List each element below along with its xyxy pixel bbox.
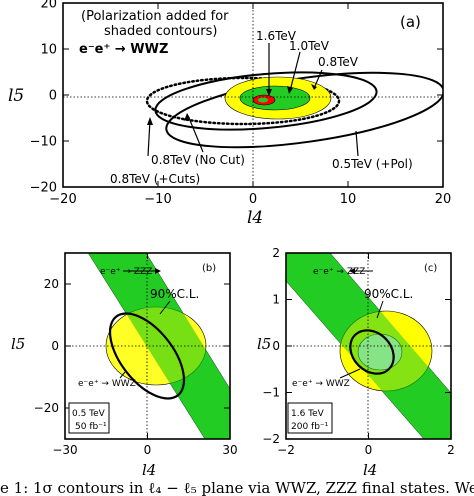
legend-lumi-b: 50 fb⁻¹ xyxy=(75,422,107,432)
contour-0.8tev-cuts xyxy=(145,76,341,126)
y-tick-label: −20 xyxy=(30,181,57,196)
label-cl90-c: 90%C.L. xyxy=(364,287,413,301)
label-zzz-c: e⁻e⁺ → ZZZ xyxy=(313,267,365,277)
process-label-a: e⁻e⁺ → WWZ xyxy=(79,42,168,57)
y-tick-label: 0 xyxy=(51,339,59,353)
y-tick-label: 0 xyxy=(272,339,280,353)
panel-label-c: (c) xyxy=(424,263,437,274)
annotation-arrows-a xyxy=(147,43,359,157)
legend-energy-b: 0.5 TeV xyxy=(72,409,106,419)
arrowhead-c-zzz xyxy=(349,268,355,274)
contour-0.5tev-pol xyxy=(165,71,443,149)
ylabel-b: l5 xyxy=(11,335,25,353)
ticks-b: −30 0 30 20 0 −20 xyxy=(34,253,238,457)
note-line-2: shaded contours) xyxy=(104,24,217,39)
x-tick-label: 0 xyxy=(249,192,257,207)
x-tick-label: 2 xyxy=(447,443,455,457)
contour-1.6tev-inner xyxy=(258,97,268,103)
xlabel-a: l4 xyxy=(247,208,263,228)
arrowheads-a xyxy=(147,84,317,125)
arrowhead-b-zzz xyxy=(155,268,161,274)
ticks-c: −2 0 2 2 1 0 −1 −2 xyxy=(262,246,455,457)
panel-b: −30 0 30 20 0 −20 e⁻e⁺ → ZZZ 90%C.L. e⁻e⁺ → W… xyxy=(11,252,238,478)
zzz-band-c-overlay xyxy=(286,253,451,439)
x-tick-label: 30 xyxy=(222,443,237,457)
x-tick-label: 0 xyxy=(365,443,373,457)
y-tick-label: −10 xyxy=(30,135,57,150)
arrows-c xyxy=(339,270,384,379)
y-tick-label: −1 xyxy=(262,386,280,400)
zzz-band-b-overlay xyxy=(65,253,230,439)
ylabel-a: l5 xyxy=(8,86,24,106)
legend-box-c xyxy=(287,402,333,434)
panel-a: −20 −10 0 10 20 20 10 0 −10 −20 (Polarization add… xyxy=(8,0,451,228)
x-tick-label: −10 xyxy=(144,192,171,207)
y-tick-label: 1 xyxy=(272,293,280,307)
arrows-b xyxy=(119,270,171,379)
x-tick-label: 20 xyxy=(435,192,452,207)
y-tick-label: 2 xyxy=(272,246,280,260)
contour-1.0tev-shaded xyxy=(239,85,311,111)
y-tick-label: 0 xyxy=(49,89,57,104)
ylabel-c: l5 xyxy=(257,335,271,353)
figure-caption: e 1: 1σ contours in ℓ₄ − ℓ₅ plane via WW… xyxy=(0,481,474,496)
x-tick-label: 0 xyxy=(144,443,152,457)
y-tick-label: −2 xyxy=(262,432,280,446)
y-tick-label: 20 xyxy=(44,277,59,291)
annotation-1.6tev: 1.6TeV xyxy=(256,29,297,43)
annotation-0.8tev: 0.8TeV xyxy=(318,55,359,69)
label-cl90-b: 90%C.L. xyxy=(150,287,199,301)
note-line-1: (Polarization added for xyxy=(81,9,229,24)
legend-energy-c: 1.6 TeV xyxy=(291,409,325,419)
cl90-contour-c xyxy=(349,329,395,375)
y-tick-label: 10 xyxy=(40,43,57,58)
x-tick-label: −20 xyxy=(49,192,76,207)
xlabel-c: l4 xyxy=(363,461,377,478)
y-tick-label: 20 xyxy=(40,0,57,12)
annotation-0.5tev-pol: 0.5TeV (+Pol) xyxy=(332,157,413,171)
legend-box-b xyxy=(68,402,110,434)
legend-lumi-c: 200 fb⁻¹ xyxy=(291,422,329,432)
ticks-a: −20 −10 0 10 20 20 10 0 −10 −20 xyxy=(30,0,452,207)
panel-label-a: (a) xyxy=(400,13,421,31)
x-tick-label: −30 xyxy=(52,443,77,457)
annotation-1.0tev: 1.0TeV xyxy=(289,39,330,53)
panel-c: −2 0 2 2 1 0 −1 −2 e⁻e⁺ → ZZZ 90%C.L. e⁻e⁺ → WW… xyxy=(257,246,455,478)
cl90-contour-b xyxy=(108,312,186,400)
label-wwz-b: e⁻e⁺ → WWZ xyxy=(78,379,136,389)
annotation-0.8tev-nocut: 0.8TeV (No Cut) xyxy=(151,153,245,167)
x-tick-label: −2 xyxy=(277,443,295,457)
xlabel-b: l4 xyxy=(142,461,156,478)
annotation-0.8tev-cuts: 0.8TeV (+Cuts) xyxy=(110,172,200,186)
panel-label-b: (b) xyxy=(202,263,216,274)
y-tick-label: −20 xyxy=(34,401,59,415)
label-wwz-c: e⁻e⁺ → WWZ xyxy=(292,379,350,389)
x-tick-label: 10 xyxy=(340,192,357,207)
label-zzz-b: e⁻e⁺ → ZZZ xyxy=(100,267,152,277)
